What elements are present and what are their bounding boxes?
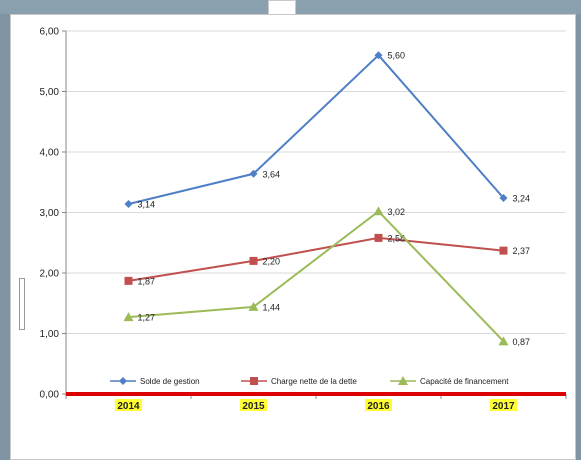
data-point: [498, 336, 509, 346]
data-label: 2,58: [388, 233, 406, 243]
legend-label: Solde de gestion: [140, 377, 200, 386]
y-tick-label: 2,00: [40, 269, 60, 280]
data-point: [499, 246, 508, 255]
x-tick-label: 2016: [367, 401, 390, 412]
category-highlight: [240, 399, 267, 411]
data-point: [124, 200, 133, 209]
legend-marker: [250, 377, 258, 385]
series-line: [128, 53, 505, 206]
data-point: [374, 51, 383, 60]
data-point: [249, 169, 258, 178]
series-line: [128, 236, 504, 282]
data-point: [373, 206, 384, 216]
legend-label: Charge nette de la dette: [271, 377, 357, 386]
series-line: [128, 209, 505, 343]
data-point: [123, 312, 134, 322]
data-label: 5,60: [388, 51, 406, 61]
data-label: 3,64: [263, 169, 281, 179]
legend-label: Capacité de financement: [420, 377, 509, 386]
data-label: 1,87: [138, 276, 156, 286]
data-label: 2,37: [513, 246, 531, 256]
y-tick-label: 3,00: [40, 208, 60, 219]
data-point: [374, 233, 383, 242]
resize-handle-top[interactable]: [268, 0, 296, 14]
data-label: 1,27: [138, 313, 156, 323]
y-tick-label: 4,00: [40, 148, 60, 159]
x-tick-label: 2015: [242, 401, 265, 412]
data-label: 2,20: [263, 256, 281, 266]
category-highlight: [490, 399, 517, 411]
y-tick-label: 6,00: [40, 27, 60, 38]
x-tick-label: 2017: [492, 401, 515, 412]
data-label: 0,87: [513, 337, 531, 347]
data-label: 3,14: [138, 200, 156, 210]
legend-marker: [398, 376, 408, 385]
category-highlight: [365, 399, 392, 411]
resize-handle-left[interactable]: [19, 278, 25, 330]
y-tick-label: 0,00: [40, 390, 60, 401]
data-point: [248, 301, 259, 311]
data-label: 3,24: [513, 193, 531, 203]
data-point: [249, 256, 258, 265]
legend-marker: [119, 377, 127, 385]
data-label: 1,44: [263, 302, 281, 312]
y-tick-label: 1,00: [40, 329, 60, 340]
y-tick-label: 5,00: [40, 87, 60, 98]
data-label: 3,02: [388, 207, 406, 217]
data-point: [124, 276, 133, 285]
chart-area[interactable]: [10, 14, 576, 460]
x-tick-label: 2014: [117, 401, 140, 412]
category-highlight: [115, 399, 142, 411]
data-point: [499, 193, 508, 202]
